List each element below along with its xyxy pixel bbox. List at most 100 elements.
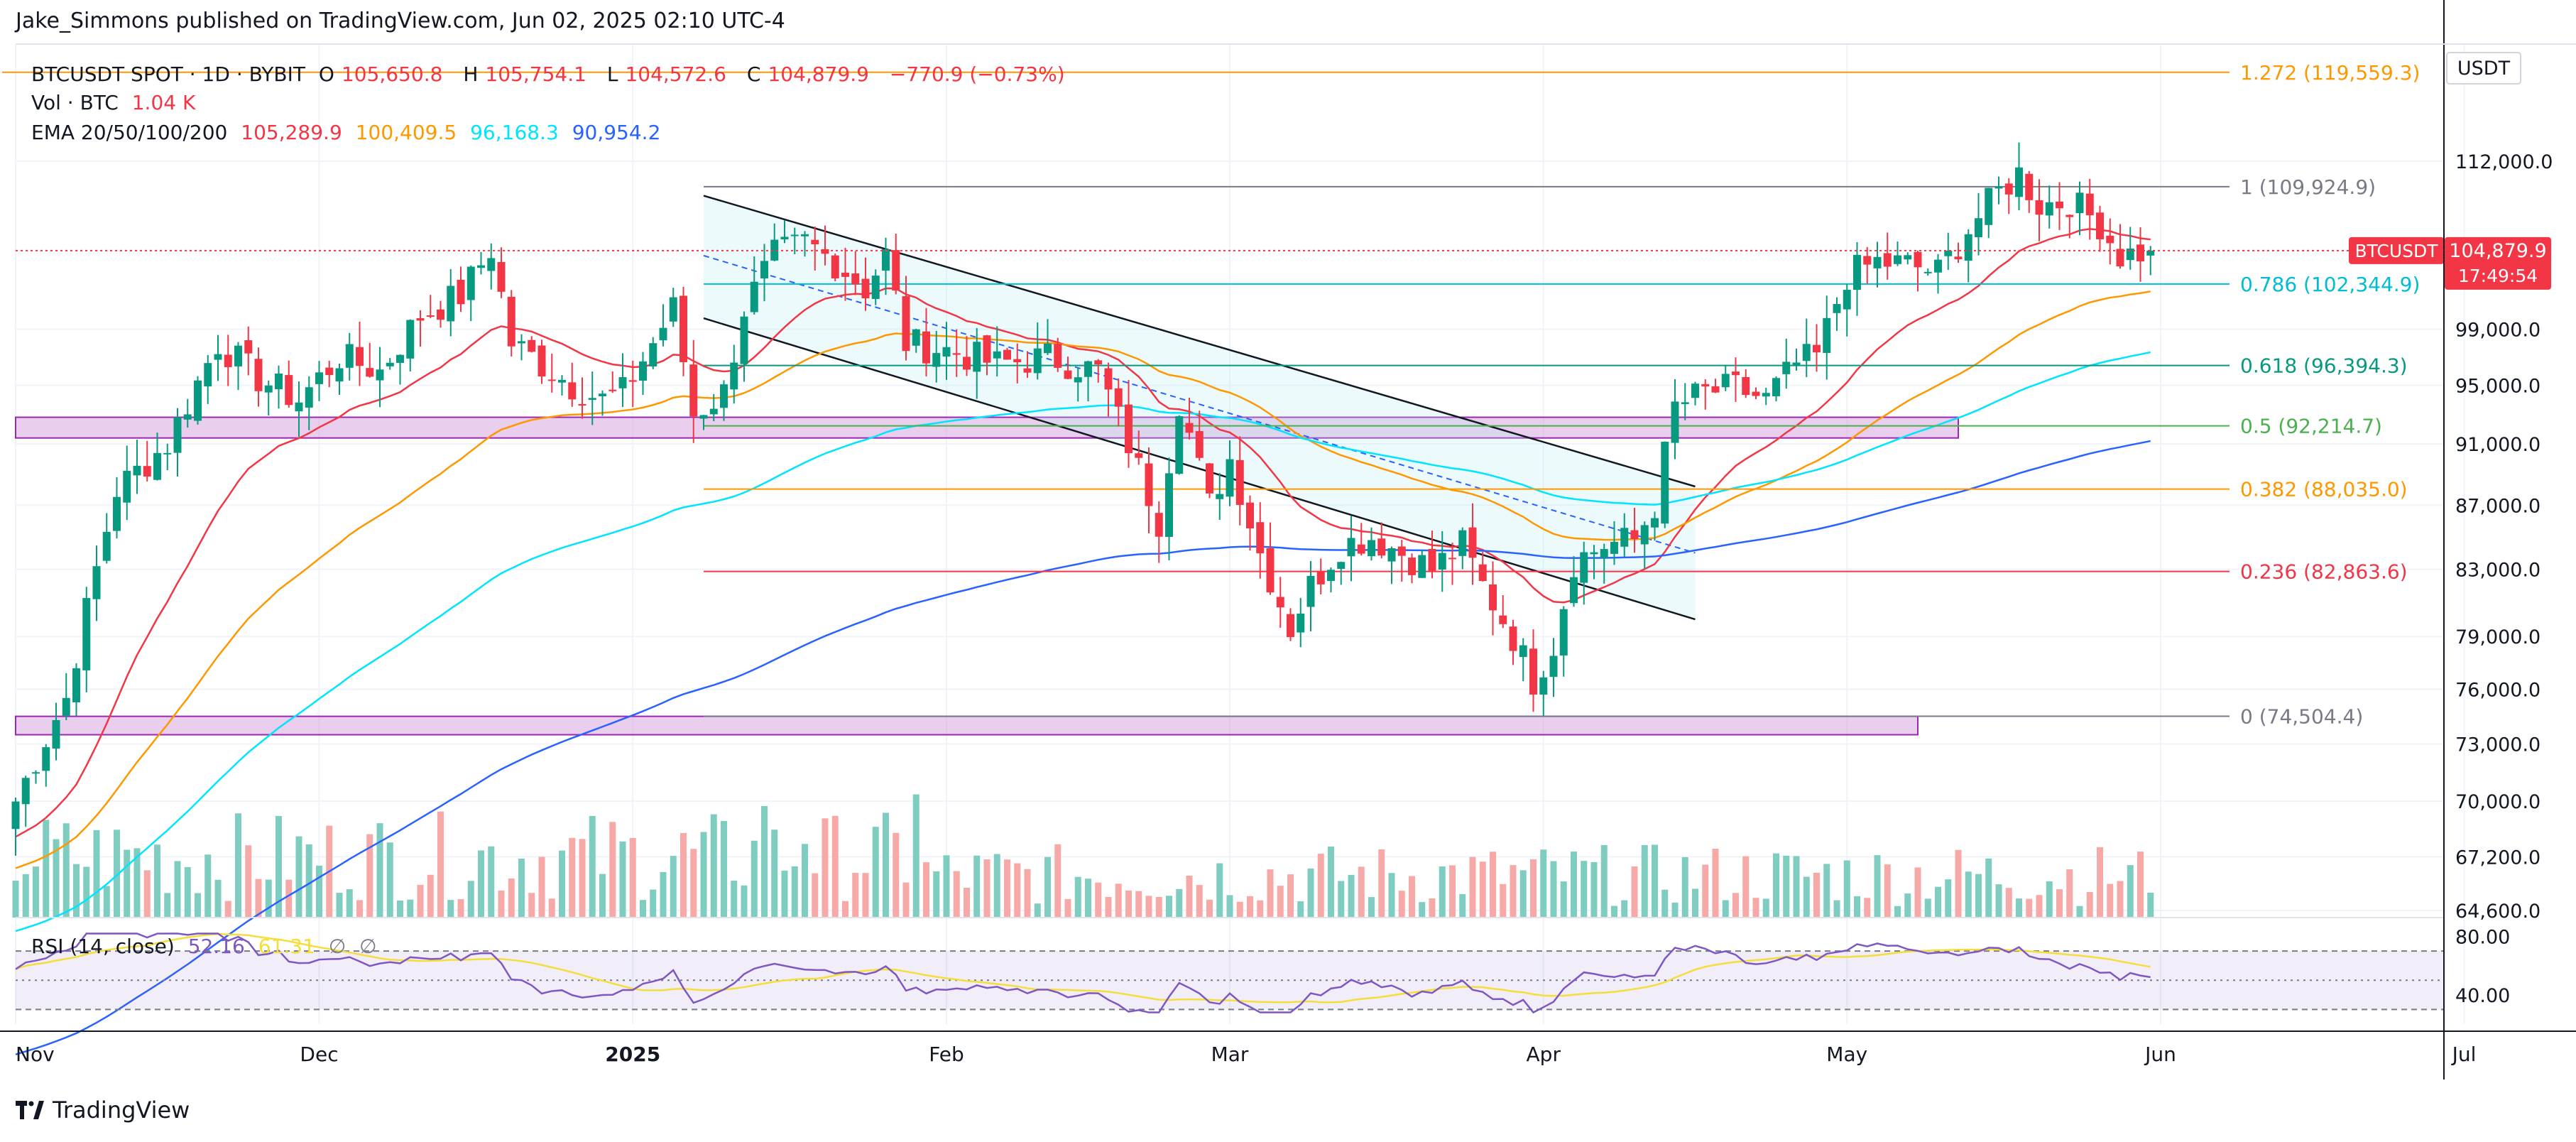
ema-label: EMA 20/50/100/200 xyxy=(31,121,228,144)
candle-body xyxy=(285,375,293,406)
volume-bar xyxy=(1236,901,1243,918)
legend-symbol-row[interactable]: BTCUSDT SPOT · 1D · BYBIT O 105,650.8 H 10… xyxy=(31,62,1072,86)
volume-bar xyxy=(235,813,241,918)
candle-body xyxy=(1256,522,1265,554)
candle-body xyxy=(1732,371,1740,376)
candle-body xyxy=(345,344,354,368)
candle-body xyxy=(1499,615,1507,624)
volume-bar xyxy=(1995,884,2002,918)
candle-body xyxy=(1762,393,1770,397)
volume-bar xyxy=(305,844,312,918)
candle-body xyxy=(2025,173,2034,200)
volume-bar xyxy=(528,893,535,918)
candle-body xyxy=(32,772,40,774)
candle-body xyxy=(1297,613,1305,633)
ema50-line xyxy=(15,290,2151,869)
volume-bar xyxy=(2056,889,2063,918)
candle-body xyxy=(457,279,465,305)
volume-bar xyxy=(1166,896,1172,918)
candle-body xyxy=(1580,552,1588,583)
candle-body xyxy=(1074,377,1082,383)
candle-body xyxy=(588,398,596,401)
candle-body xyxy=(1418,555,1426,578)
fibonacci-retracement[interactable]: 1.272 (119,559.3) 1 (109,924.9) 0.786 (102… xyxy=(2,61,2420,729)
candle-body xyxy=(578,403,586,406)
volume-bar xyxy=(1064,898,1071,918)
volume-bar xyxy=(1206,899,1213,918)
candle-body xyxy=(1691,384,1699,398)
candle-body xyxy=(497,261,506,292)
volume-bar xyxy=(741,885,748,918)
volume-bar xyxy=(1054,844,1061,918)
candle-body xyxy=(1923,271,1932,273)
candle-body xyxy=(356,347,364,366)
volume-bar xyxy=(771,830,778,918)
candle-body xyxy=(1681,402,1689,404)
candle-body xyxy=(21,778,30,805)
volume-bar xyxy=(437,811,444,918)
candle-body xyxy=(851,273,860,285)
volume-bar xyxy=(619,841,626,918)
candle-body xyxy=(2004,183,2013,195)
volume-bar xyxy=(1519,870,1527,918)
legend-rsi-row[interactable]: RSI (14, close) 52.16 61.31 ∅ ∅ xyxy=(31,935,384,958)
volume-bar xyxy=(174,861,181,918)
volume-value: 1.04 K xyxy=(131,91,196,114)
candle-body xyxy=(133,465,141,476)
volume-bar xyxy=(731,881,738,918)
fib-label-0: 0 (74,504.4) xyxy=(2240,705,2363,729)
volume-bar xyxy=(670,856,677,918)
candle-body xyxy=(1994,186,2003,189)
descending-channel[interactable] xyxy=(703,195,1696,621)
candle-body xyxy=(2146,250,2155,256)
candle-body xyxy=(2126,249,2134,261)
volume-bar xyxy=(295,836,302,918)
candle-body xyxy=(1114,388,1123,407)
price-tick-label: 91,000.0 xyxy=(2455,434,2540,456)
volume-bar xyxy=(488,846,495,918)
time-tick-label: Jun xyxy=(2144,1043,2176,1066)
candle-body xyxy=(1064,370,1072,379)
candle-body xyxy=(709,408,718,415)
fib-label-1: 1 (109,924.9) xyxy=(2240,175,2376,199)
candle-body xyxy=(1863,256,1872,265)
candle-body xyxy=(649,343,657,366)
candle-body xyxy=(366,368,374,377)
candle-body xyxy=(1135,453,1143,458)
legend-volume-row[interactable]: Vol · BTC 1.04 K xyxy=(31,91,202,114)
volume-bar xyxy=(548,898,555,918)
time-tick-label: Dec xyxy=(300,1043,338,1066)
volume-bar xyxy=(1793,856,1800,918)
volume-bar xyxy=(1328,847,1334,918)
fib-label-0.382: 0.382 (88,035.0) xyxy=(2240,478,2408,501)
rsi-na-2: ∅ xyxy=(359,935,377,958)
volume-bar xyxy=(1024,869,1031,918)
volume-bar xyxy=(1297,901,1304,918)
volume-bar xyxy=(1581,861,1588,918)
symbol-label[interactable]: BTCUSDT SPOT · 1D · BYBIT xyxy=(31,62,305,86)
candle-body xyxy=(780,236,789,240)
legend-ema-row[interactable]: EMA 20/50/100/200 105,289.9 100,409.5 96… xyxy=(31,121,667,144)
rsi-line xyxy=(15,932,2151,1014)
volume-bar xyxy=(559,850,565,918)
volume-bar xyxy=(1571,852,1577,918)
volume-bar xyxy=(1813,872,1820,918)
candle-body xyxy=(1246,502,1254,529)
volume-bar xyxy=(184,866,191,918)
candle-body xyxy=(1448,558,1456,560)
tradingview-footer[interactable]: TradingView xyxy=(16,1097,190,1124)
axes: USDT 112,000.0 99,000.0 95,000.0 91,000.0 87,… xyxy=(0,0,2576,1080)
volume-bar xyxy=(1712,849,1719,918)
candle-body xyxy=(82,598,91,670)
candle-body xyxy=(1276,597,1284,608)
candle-body xyxy=(1478,564,1487,582)
candle-body xyxy=(1610,541,1618,554)
candle-body xyxy=(315,372,323,384)
candle-body xyxy=(1590,552,1598,555)
candle-body xyxy=(396,354,404,363)
last-price-symbol-tag xyxy=(2349,236,2444,264)
candle-body xyxy=(437,309,444,320)
rsi-pane[interactable] xyxy=(15,917,2444,1014)
support-zones[interactable] xyxy=(15,416,1959,736)
